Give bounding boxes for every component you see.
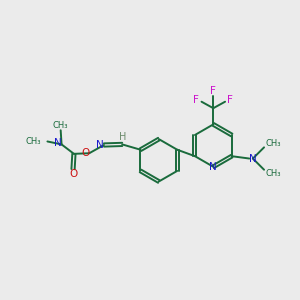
Text: N: N [96, 140, 104, 150]
Text: H: H [119, 132, 127, 142]
Text: N: N [249, 154, 257, 164]
Text: O: O [69, 169, 77, 179]
Text: F: F [210, 85, 216, 95]
Text: O: O [81, 148, 89, 158]
Text: F: F [227, 95, 233, 105]
Text: N: N [54, 138, 62, 148]
Text: CH₃: CH₃ [266, 169, 281, 178]
Text: CH₃: CH₃ [26, 137, 41, 146]
Text: N: N [209, 162, 217, 172]
Text: F: F [193, 95, 199, 105]
Text: CH₃: CH₃ [53, 121, 68, 130]
Text: CH₃: CH₃ [266, 139, 281, 148]
